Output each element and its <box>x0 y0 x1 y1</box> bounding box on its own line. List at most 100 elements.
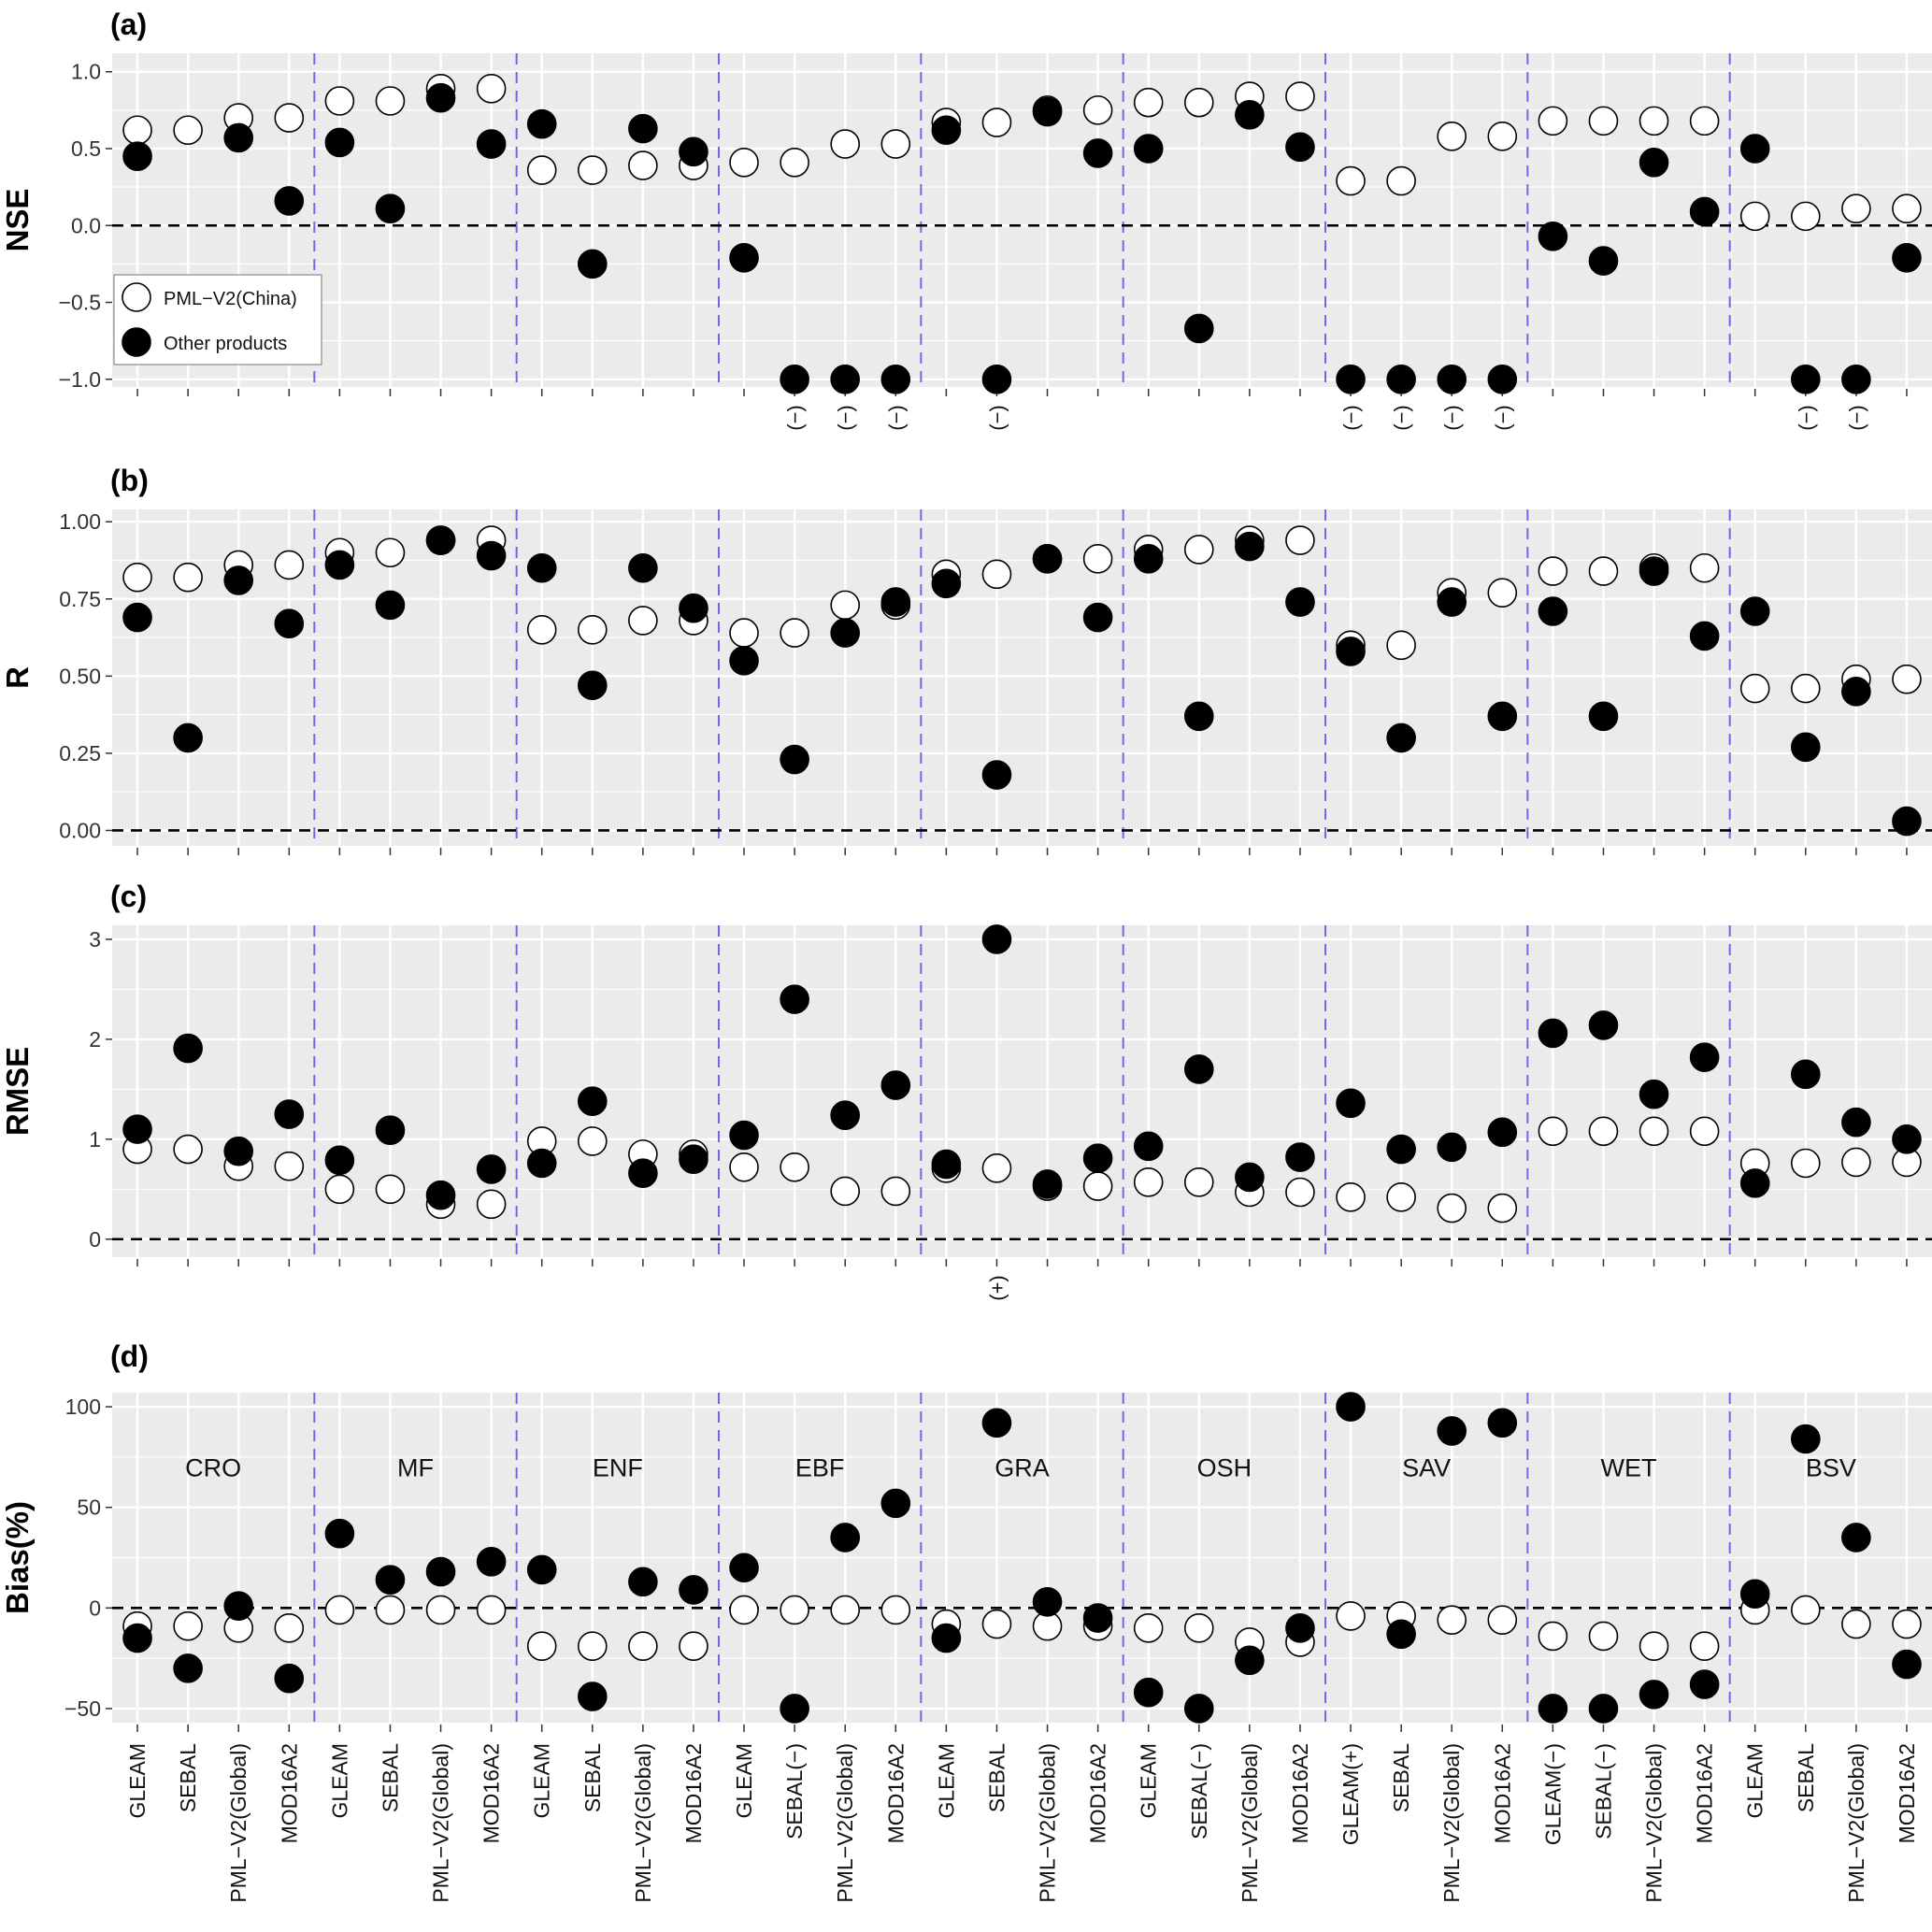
x-tick-label: PML−V2(Global) <box>1844 1743 1868 1903</box>
x-tick-label: GLEAM <box>530 1743 554 1819</box>
point-pml-v2-china <box>1841 1609 1871 1639</box>
x-tick-label: MOD16A2 <box>883 1743 908 1843</box>
x-tick-label: PML−V2(Global) <box>1439 1743 1464 1903</box>
point-other-products <box>1183 1694 1214 1724</box>
point-other-products <box>880 364 911 394</box>
point-pml-v2-china <box>173 1610 203 1641</box>
point-other-products <box>1386 723 1416 753</box>
point-other-products <box>1183 701 1214 732</box>
point-pml-v2-china <box>1082 1171 1113 1201</box>
point-pml-v2-china <box>1437 1605 1467 1636</box>
point-other-products <box>173 723 203 753</box>
point-other-products <box>729 1553 759 1583</box>
point-other-products <box>679 593 708 623</box>
x-tick-label: GLEAM(−) <box>1540 1743 1565 1845</box>
y-axis-label: NSE <box>0 189 35 252</box>
point-other-products <box>173 1653 203 1683</box>
point-other-products <box>1133 1131 1164 1162</box>
point-pml-v2-china <box>830 590 861 621</box>
legend: PML−V2(China) Other products <box>113 274 322 365</box>
point-pml-v2-china <box>1386 1182 1416 1212</box>
panel-background <box>112 509 1932 846</box>
group-label-cro: CRO <box>185 1454 241 1482</box>
point-other-products <box>375 1565 406 1595</box>
point-pml-v2-china <box>1538 556 1568 586</box>
point-pml-v2-china <box>1689 106 1720 136</box>
point-pml-v2-china <box>1437 122 1467 151</box>
point-other-products <box>1336 364 1366 394</box>
group-label-mf: MF <box>397 1454 434 1482</box>
point-other-products <box>1032 1169 1063 1199</box>
point-other-products <box>1386 364 1416 394</box>
point-other-products <box>1235 531 1265 562</box>
point-other-products <box>1487 364 1518 394</box>
legend-filled-circle-icon <box>122 327 151 357</box>
point-other-products <box>830 1523 861 1553</box>
point-other-products <box>931 1623 962 1653</box>
y-tick-label: 100 <box>65 1395 101 1419</box>
y-tick-label: 0 <box>89 1596 101 1620</box>
point-pml-v2-china <box>375 86 406 116</box>
panel-d: −50 0 50 100 (d) Bias(%) CRO MF ENF EBF GRA OSH SAV W… <box>0 1339 1932 1732</box>
point-pml-v2-china <box>628 150 658 180</box>
point-pml-v2-china <box>1336 165 1366 196</box>
point-other-products <box>679 1144 708 1175</box>
point-other-products <box>1437 1416 1467 1446</box>
point-other-products <box>476 129 507 159</box>
point-pml-v2-china <box>1790 673 1821 704</box>
point-other-products <box>375 590 406 621</box>
point-other-products <box>375 193 406 223</box>
point-other-products <box>981 924 1012 954</box>
point-pml-v2-china <box>1892 1609 1922 1639</box>
point-pml-v2-china <box>628 1631 658 1662</box>
out-of-range-marker: (−) <box>1440 405 1464 431</box>
point-other-products <box>1032 96 1063 127</box>
point-pml-v2-china <box>880 1595 911 1625</box>
point-other-products <box>1538 221 1568 251</box>
point-other-products <box>628 1158 658 1188</box>
point-pml-v2-china <box>1639 106 1669 136</box>
panel-tag: (c) <box>110 880 147 913</box>
point-other-products <box>729 1120 759 1151</box>
x-tick-label: SEBAL <box>378 1743 402 1812</box>
x-tick-label: MOD16A2 <box>479 1743 504 1843</box>
point-other-products <box>1538 1018 1568 1049</box>
point-pml-v2-china <box>1285 1177 1315 1208</box>
point-pml-v2-china <box>274 1151 305 1181</box>
point-other-products <box>830 618 861 648</box>
point-other-products <box>931 568 962 599</box>
x-tick-label: SEBAL <box>984 1743 1009 1812</box>
point-pml-v2-china <box>1336 1601 1366 1631</box>
point-pml-v2-china <box>173 115 203 146</box>
point-other-products <box>122 1114 152 1144</box>
point-other-products <box>931 1149 962 1180</box>
point-other-products <box>1183 313 1214 344</box>
point-pml-v2-china <box>375 1174 406 1205</box>
point-pml-v2-china <box>1739 201 1770 232</box>
point-other-products <box>830 1100 861 1130</box>
point-other-products <box>1032 544 1063 574</box>
point-pml-v2-china <box>1285 525 1315 555</box>
point-pml-v2-china <box>577 1126 608 1156</box>
point-pml-v2-china <box>981 1153 1012 1183</box>
point-other-products <box>526 1554 557 1585</box>
point-pml-v2-china <box>425 1595 456 1625</box>
point-other-products <box>577 670 608 701</box>
point-pml-v2-china <box>1133 87 1164 118</box>
point-other-products <box>324 550 355 580</box>
point-pml-v2-china <box>1487 1193 1518 1224</box>
out-of-range-marker: (−) <box>985 405 1009 431</box>
x-axis-labels: GLEAM SEBAL PML−V2(Global) MOD16A2 GLEAM SEBA… <box>125 1743 1919 1903</box>
point-pml-v2-china <box>729 148 759 178</box>
x-tick-label: SEBAL <box>1389 1743 1413 1812</box>
point-pml-v2-china <box>1133 1613 1164 1643</box>
point-pml-v2-china <box>173 562 203 593</box>
y-tick-label: −0.5 <box>59 291 101 315</box>
out-of-range-marker: (−) <box>884 405 908 431</box>
point-other-products <box>375 1115 406 1146</box>
point-other-products <box>1639 1079 1669 1109</box>
point-other-products <box>1082 1603 1113 1633</box>
x-tick-label: MOD16A2 <box>1086 1743 1110 1843</box>
out-of-range-marker: (−) <box>1795 405 1818 431</box>
point-other-products <box>981 1408 1012 1438</box>
